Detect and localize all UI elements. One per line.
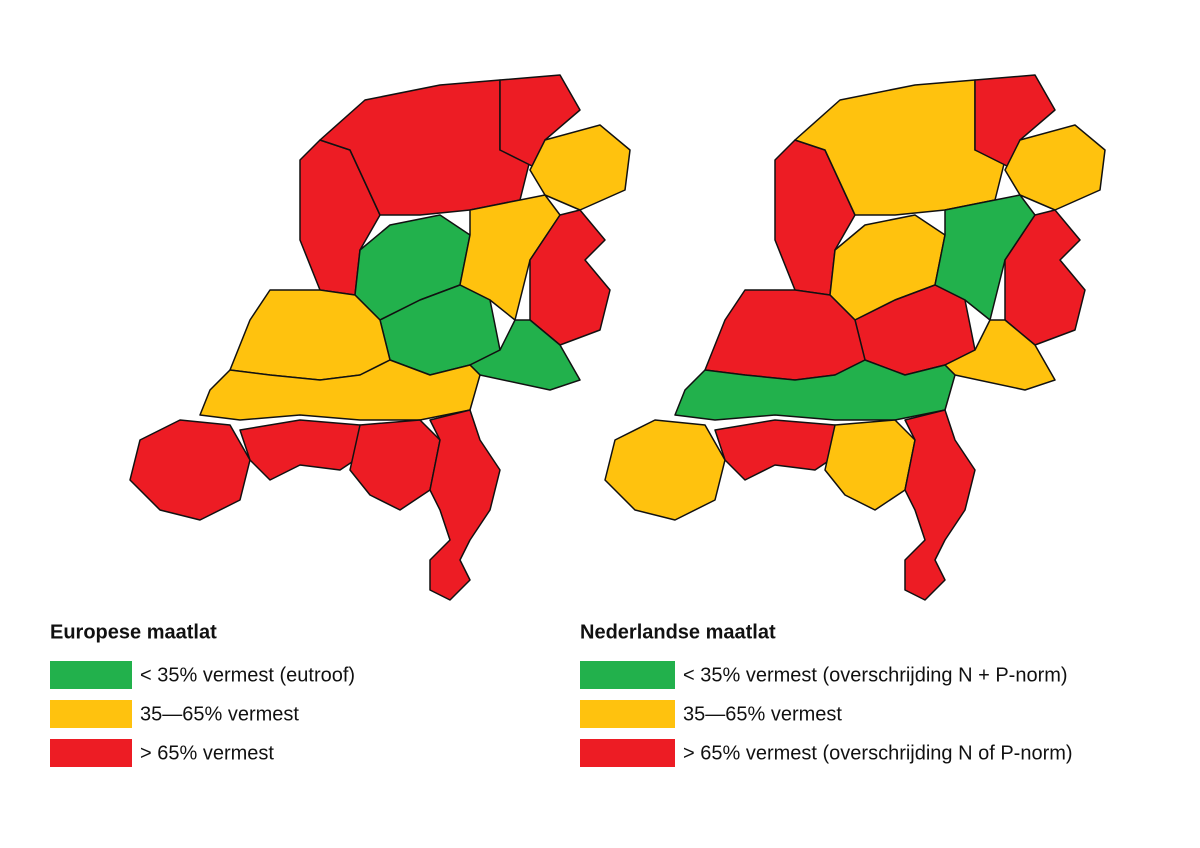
region <box>824 419 916 511</box>
region <box>199 359 481 421</box>
legend-swatch <box>580 700 675 728</box>
region <box>794 79 1006 216</box>
region <box>529 124 631 211</box>
region <box>904 409 976 601</box>
legends: Europese maatlat < 35% vermest (eutroof) 3… <box>50 621 1073 767</box>
legend-swatch <box>50 739 132 767</box>
legend-title: Nederlandse maatlat <box>580 621 776 643</box>
legend-label: < 35% vermest (eutroof) <box>140 664 355 686</box>
legend-label: > 65% vermest <box>140 742 274 764</box>
legend-swatch <box>580 739 675 767</box>
region <box>529 209 611 346</box>
legend-swatch <box>580 661 675 689</box>
legend-title: Europese maatlat <box>50 621 217 643</box>
map-dutch <box>604 74 1106 601</box>
region <box>714 419 846 481</box>
region <box>934 194 1036 321</box>
legend-label: 35—65% vermest <box>683 703 842 725</box>
region <box>1004 124 1106 211</box>
region <box>674 359 956 421</box>
region <box>1004 209 1086 346</box>
region <box>429 409 501 601</box>
region <box>349 419 441 511</box>
region <box>239 419 371 481</box>
region <box>129 419 251 521</box>
region <box>604 419 726 521</box>
legend-label: 35—65% vermest <box>140 703 299 725</box>
map-european <box>129 74 631 601</box>
legend-label: < 35% vermest (overschrijding N + P-norm… <box>683 664 1068 686</box>
legend-swatch <box>50 700 132 728</box>
region <box>319 79 531 216</box>
legend-label: > 65% vermest (overschrijding N of P-nor… <box>683 742 1073 764</box>
region <box>459 194 561 321</box>
legend-swatch <box>50 661 132 689</box>
